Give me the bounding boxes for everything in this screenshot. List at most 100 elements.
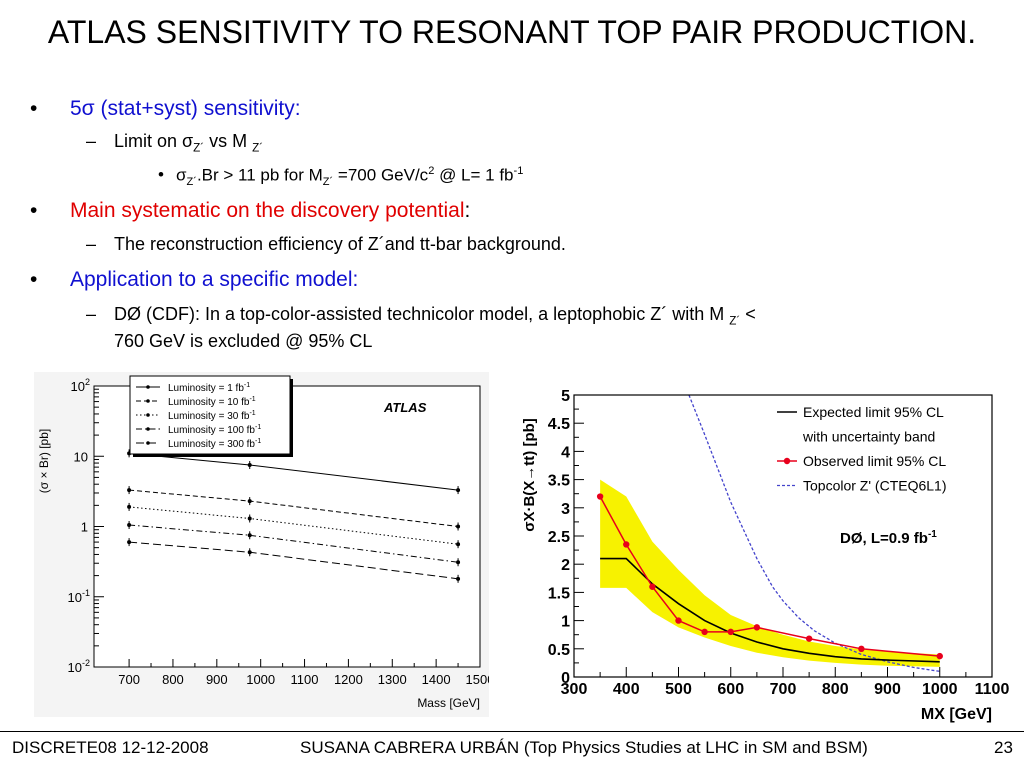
y-tick-label: 1	[561, 614, 570, 631]
y-tick-label: 2.5	[548, 529, 570, 546]
legend-entry: Luminosity = 1 fb-1	[168, 382, 250, 394]
legend-entry: Observed limit 95% CL	[803, 453, 946, 469]
observed-point	[596, 493, 604, 500]
bullet-marker: •	[158, 165, 164, 184]
y-tick-label: 10	[74, 449, 88, 464]
y-tick-label: 102	[71, 377, 90, 394]
data-point	[127, 523, 132, 528]
x-tick-label: 1500	[466, 672, 489, 687]
observed-point	[727, 628, 734, 636]
dash-marker: –	[86, 131, 97, 151]
footer-divider	[0, 731, 1024, 732]
y-tick-label: 10-2	[68, 658, 90, 675]
legend-marker-observed	[783, 457, 791, 465]
data-point	[247, 499, 252, 504]
sub-sub-bullet-br: σZ´.Br > 11 pb for MZ´ =700 GeV/c2 @ L= …	[176, 165, 524, 189]
y-tick-label: 10-1	[68, 588, 90, 605]
x-tick-label: 600	[717, 681, 744, 698]
observed-point	[623, 541, 630, 548]
x-tick-label: 1400	[422, 672, 451, 687]
legend-marker	[146, 385, 150, 389]
data-point	[127, 540, 132, 545]
x-tick-label: 1000	[246, 672, 275, 687]
bullet-application: Application to a specific model:	[70, 268, 359, 291]
chart-title: DØ, L=0.9 fb-1	[840, 529, 937, 547]
x-tick-label: 1000	[922, 681, 958, 698]
x-tick-label: 300	[561, 681, 588, 698]
x-tick-label: 900	[206, 672, 228, 687]
observed-point	[858, 645, 865, 652]
legend-marker	[146, 441, 150, 445]
x-tick-label: 700	[118, 672, 140, 687]
bullet-marker: •	[30, 268, 38, 291]
x-tick-label: 1200	[334, 672, 363, 687]
x-tick-label: 900	[874, 681, 901, 698]
observed-point	[936, 652, 943, 660]
atlas-sensitivity-chart: 700 800 900 1000 1100 1200 1300 1400 1500 10-2 10-…	[34, 372, 489, 717]
data-point	[456, 542, 461, 547]
sub-bullet-d0-cdf-line2: 760 GeV is excluded @ 95% CL	[114, 331, 373, 351]
y-tick-label: 3.5	[548, 473, 570, 490]
data-point	[456, 524, 461, 529]
y-tick-label: 3	[561, 501, 570, 518]
sub-bullet-reconstruction: The reconstruction efficiency of Z´and t…	[114, 234, 566, 254]
x-tick-label: 400	[613, 681, 640, 698]
data-point	[247, 516, 252, 521]
data-point	[456, 560, 461, 565]
data-point	[456, 488, 461, 493]
d0-limit-chart: 300 400 500 600 700 800 900 1000 1100 0 0.5 1 1.5 2 2.…	[521, 388, 1010, 723]
x-tick-label: 800	[822, 681, 849, 698]
legend-marker	[146, 399, 150, 403]
bullet-marker: •	[30, 199, 38, 222]
legend-entry: Luminosity = 30 fb-1	[168, 410, 256, 422]
sub-bullet-d0-cdf: DØ (CDF): In a top-color-assisted techni…	[114, 304, 756, 328]
series-line	[129, 524, 459, 563]
x-axis-label: MX [GeV]	[921, 706, 992, 723]
dash-marker: –	[86, 234, 97, 254]
legend-marker	[146, 413, 150, 417]
x-tick-label: 1100	[291, 672, 319, 687]
footer-page-number: 23	[994, 738, 1013, 757]
y-tick-label: 0	[561, 670, 570, 687]
uncertainty-band	[600, 479, 940, 667]
data-point	[247, 533, 252, 538]
observed-line	[599, 496, 940, 657]
legend-entry: Luminosity = 300 fb-1	[168, 438, 261, 450]
x-tick-label: 1300	[378, 672, 407, 687]
y-tick-label: 2	[561, 557, 570, 574]
observed-point	[649, 583, 656, 590]
y-axis-label: (σ × Br) [pb]	[37, 429, 51, 493]
observed-point	[675, 617, 682, 624]
y-tick-label: 4.5	[548, 416, 570, 433]
data-point	[127, 504, 132, 509]
x-axis-label: Mass [GeV]	[417, 696, 480, 710]
x-tick-label: 800	[162, 672, 184, 687]
y-tick-label: 1	[81, 520, 88, 535]
legend-entry: Topcolor Z' (CTEQ6L1)	[803, 478, 947, 494]
data-point	[127, 488, 132, 493]
bullet-systematic: Main systematic on the discovery potenti…	[70, 199, 471, 222]
legend-entry: Luminosity = 10 fb-1	[168, 396, 256, 408]
observed-point	[701, 628, 708, 636]
y-tick-label: 5	[561, 388, 570, 405]
x-tick-label: 500	[665, 681, 692, 698]
sub-bullet-limit: Limit on σZ´ vs M Z´	[114, 131, 264, 155]
legend-entry: Expected limit 95% CL	[803, 404, 944, 420]
footer-conference: DISCRETE08 12-12-2008	[12, 738, 209, 757]
y-tick-label: 1.5	[548, 585, 570, 602]
data-point	[247, 463, 252, 468]
chart-title: ATLAS	[383, 400, 427, 415]
footer-author: SUSANA CABRERA URBÁN (Top Physics Studie…	[300, 738, 868, 757]
y-tick-label: 0.5	[548, 642, 570, 659]
bullet-sensitivity: 5σ (stat+syst) sensitivity:	[70, 97, 301, 120]
slide-title: ATLAS SENSITIVITY TO RESONANT TOP PAIR P…	[47, 14, 977, 50]
x-tick-label: 700	[770, 681, 797, 698]
bullet-marker: •	[30, 97, 38, 120]
y-tick-label: 4	[561, 444, 570, 461]
dash-marker: –	[86, 304, 97, 324]
x-tick-label: 1100	[975, 681, 1010, 698]
observed-point	[753, 624, 761, 631]
observed-point	[805, 635, 813, 642]
data-point	[247, 550, 252, 555]
legend-entry: with uncertainty band	[802, 429, 935, 445]
